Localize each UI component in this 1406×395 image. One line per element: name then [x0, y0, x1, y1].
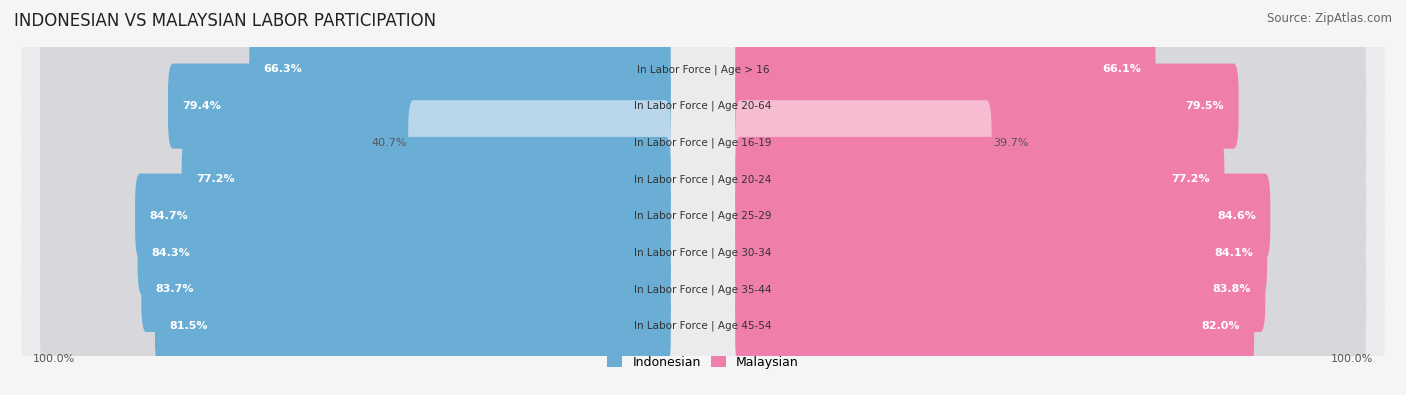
- FancyBboxPatch shape: [21, 207, 1385, 299]
- Text: In Labor Force | Age 20-24: In Labor Force | Age 20-24: [634, 174, 772, 185]
- FancyBboxPatch shape: [41, 27, 671, 112]
- FancyBboxPatch shape: [249, 27, 671, 112]
- FancyBboxPatch shape: [41, 210, 671, 295]
- Text: In Labor Force | Age > 16: In Labor Force | Age > 16: [637, 64, 769, 75]
- FancyBboxPatch shape: [21, 280, 1385, 372]
- Text: 79.5%: 79.5%: [1185, 101, 1225, 111]
- Text: 77.2%: 77.2%: [195, 175, 235, 184]
- FancyBboxPatch shape: [735, 64, 1239, 149]
- Text: 84.6%: 84.6%: [1218, 211, 1256, 221]
- FancyBboxPatch shape: [21, 170, 1385, 262]
- FancyBboxPatch shape: [735, 284, 1254, 369]
- Text: 100.0%: 100.0%: [32, 354, 75, 364]
- Text: In Labor Force | Age 35-44: In Labor Force | Age 35-44: [634, 284, 772, 295]
- FancyBboxPatch shape: [21, 134, 1385, 225]
- Text: 81.5%: 81.5%: [169, 321, 208, 331]
- FancyBboxPatch shape: [735, 137, 1365, 222]
- FancyBboxPatch shape: [735, 100, 991, 185]
- FancyBboxPatch shape: [181, 137, 671, 222]
- Text: In Labor Force | Age 45-54: In Labor Force | Age 45-54: [634, 321, 772, 331]
- Text: In Labor Force | Age 25-29: In Labor Force | Age 25-29: [634, 211, 772, 221]
- Text: 66.1%: 66.1%: [1102, 64, 1142, 74]
- FancyBboxPatch shape: [41, 100, 671, 185]
- FancyBboxPatch shape: [735, 64, 1365, 149]
- Text: 79.4%: 79.4%: [183, 101, 221, 111]
- FancyBboxPatch shape: [735, 247, 1265, 332]
- FancyBboxPatch shape: [408, 100, 671, 185]
- FancyBboxPatch shape: [167, 64, 671, 149]
- FancyBboxPatch shape: [735, 247, 1365, 332]
- Text: Source: ZipAtlas.com: Source: ZipAtlas.com: [1267, 12, 1392, 25]
- FancyBboxPatch shape: [735, 27, 1156, 112]
- Text: 77.2%: 77.2%: [1171, 175, 1211, 184]
- FancyBboxPatch shape: [735, 173, 1365, 259]
- Text: 100.0%: 100.0%: [1331, 354, 1374, 364]
- FancyBboxPatch shape: [735, 210, 1267, 295]
- FancyBboxPatch shape: [41, 173, 671, 259]
- FancyBboxPatch shape: [735, 173, 1270, 259]
- FancyBboxPatch shape: [735, 27, 1365, 112]
- Text: 39.7%: 39.7%: [993, 138, 1028, 148]
- FancyBboxPatch shape: [41, 137, 671, 222]
- FancyBboxPatch shape: [138, 210, 671, 295]
- FancyBboxPatch shape: [41, 247, 671, 332]
- Legend: Indonesian, Malaysian: Indonesian, Malaysian: [602, 351, 804, 374]
- FancyBboxPatch shape: [41, 284, 671, 369]
- Text: 83.8%: 83.8%: [1212, 284, 1251, 295]
- FancyBboxPatch shape: [155, 284, 671, 369]
- Text: 84.3%: 84.3%: [152, 248, 190, 258]
- FancyBboxPatch shape: [41, 64, 671, 149]
- Text: In Labor Force | Age 30-34: In Labor Force | Age 30-34: [634, 248, 772, 258]
- Text: INDONESIAN VS MALAYSIAN LABOR PARTICIPATION: INDONESIAN VS MALAYSIAN LABOR PARTICIPAT…: [14, 12, 436, 30]
- FancyBboxPatch shape: [21, 60, 1385, 152]
- FancyBboxPatch shape: [735, 284, 1365, 369]
- FancyBboxPatch shape: [21, 244, 1385, 335]
- Text: 82.0%: 82.0%: [1201, 321, 1240, 331]
- FancyBboxPatch shape: [735, 100, 1365, 185]
- FancyBboxPatch shape: [21, 24, 1385, 115]
- FancyBboxPatch shape: [135, 173, 671, 259]
- Text: 84.7%: 84.7%: [149, 211, 188, 221]
- Text: 40.7%: 40.7%: [371, 138, 406, 148]
- Text: In Labor Force | Age 20-64: In Labor Force | Age 20-64: [634, 101, 772, 111]
- FancyBboxPatch shape: [735, 137, 1225, 222]
- FancyBboxPatch shape: [735, 210, 1365, 295]
- Text: 66.3%: 66.3%: [263, 64, 302, 74]
- Text: In Labor Force | Age 16-19: In Labor Force | Age 16-19: [634, 137, 772, 148]
- FancyBboxPatch shape: [21, 97, 1385, 189]
- Text: 84.1%: 84.1%: [1215, 248, 1253, 258]
- Text: 83.7%: 83.7%: [156, 284, 194, 295]
- FancyBboxPatch shape: [141, 247, 671, 332]
